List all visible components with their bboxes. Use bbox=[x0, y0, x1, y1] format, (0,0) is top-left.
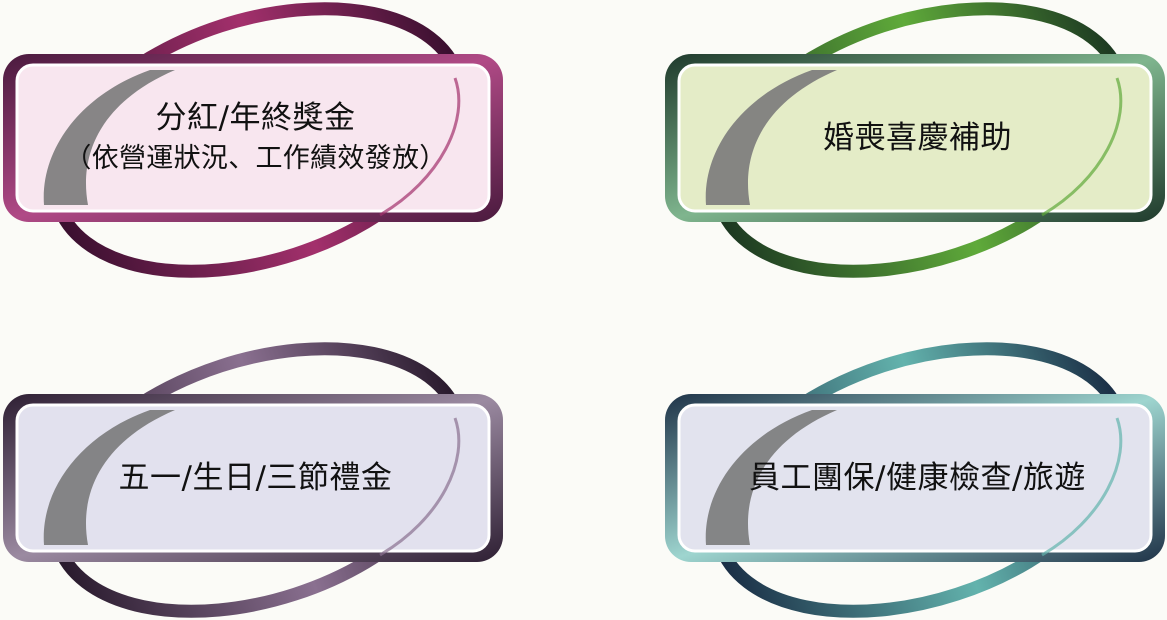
badge-art bbox=[665, 2, 1165, 278]
ring-front bbox=[1041, 417, 1123, 557]
badge-festival: 五一/生日/三節禮金 bbox=[0, 340, 505, 618]
festival-title: 五一/生日/三節禮金 bbox=[118, 460, 393, 496]
badge-subsidy: 婚喪喜慶補助 bbox=[662, 0, 1167, 278]
bonus-note: （依營運狀況、工作績效發放） bbox=[64, 143, 447, 174]
badge-art bbox=[3, 342, 503, 618]
panel-face bbox=[15, 63, 491, 213]
badge-art bbox=[3, 2, 503, 278]
ring-swoosh bbox=[705, 70, 837, 205]
panel-face bbox=[677, 63, 1153, 213]
panel-face bbox=[15, 403, 491, 553]
badge-subsidy-label: 婚喪喜慶補助 bbox=[690, 66, 1145, 210]
ring-swoosh bbox=[705, 410, 837, 545]
bonus-title: 分紅/年終獎金 bbox=[155, 100, 356, 136]
ring-front bbox=[1041, 77, 1123, 217]
badge-insurance-label: 員工團保/健康檢查/旅遊 bbox=[690, 406, 1145, 550]
panel-face bbox=[677, 403, 1153, 553]
ring-swoosh bbox=[43, 70, 175, 205]
subsidy-title: 婚喪喜慶補助 bbox=[823, 120, 1012, 156]
ring-front bbox=[379, 417, 461, 557]
badge-insurance: 員工團保/健康檢查/旅遊 bbox=[662, 340, 1167, 618]
ring-swoosh bbox=[43, 410, 175, 545]
badge-festival-label: 五一/生日/三節禮金 bbox=[28, 406, 483, 550]
insurance-title: 員工團保/健康檢查/旅遊 bbox=[749, 460, 1086, 496]
badge-bonus-label: 分紅/年終獎金 （依營運狀況、工作績效發放） bbox=[28, 66, 483, 210]
badge-art bbox=[665, 342, 1165, 618]
badge-bonus: 分紅/年終獎金 （依營運狀況、工作績效發放） bbox=[0, 0, 505, 278]
ring-front bbox=[379, 77, 461, 217]
